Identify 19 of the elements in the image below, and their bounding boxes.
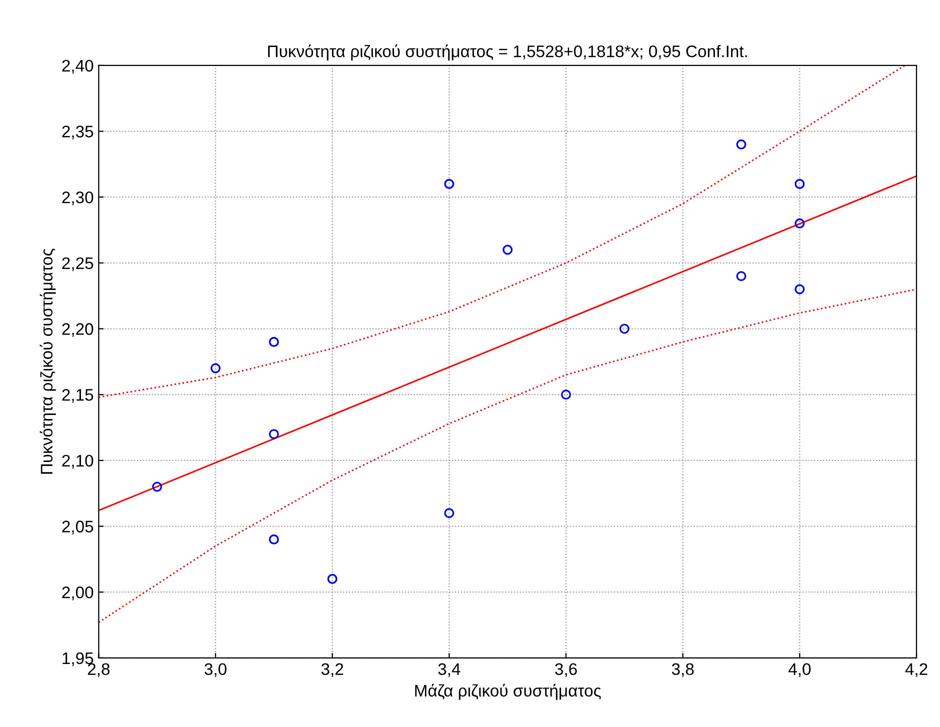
x-tick-label: 4,2 [905, 663, 928, 678]
y-tick-label: 2,20 [62, 323, 94, 337]
y-tick-label: 2,15 [62, 389, 94, 403]
y-tick-label: 2,30 [62, 192, 94, 206]
y-tick-label: 2,10 [62, 454, 94, 469]
y-axis-title: Πυκνότητα ριζικού συστήματος [40, 248, 56, 474]
x-tick-label: 3,4 [438, 663, 460, 678]
y-tick-label: 2,00 [62, 586, 94, 600]
x-tick-label: 4,0 [788, 663, 811, 678]
y-tick-label: 2,40 [62, 60, 94, 74]
y-tick-label: 2,25 [62, 257, 94, 272]
y-tick-label: 2,35 [62, 126, 94, 140]
x-tick-label: 3,6 [555, 663, 577, 678]
y-tick-label: 2,05 [62, 520, 94, 534]
chart-title: Πυκνότητα ριζικού συστήματος = 1,5528+0,1818*x; 0,95 Conf.Int. [268, 44, 747, 61]
x-tick-label: 3,0 [204, 663, 226, 678]
x-tick-label: 3,2 [321, 663, 344, 678]
x-axis-title: Μάζα ριζικού συστήματος [415, 684, 601, 700]
x-tick-label: 3,8 [672, 663, 694, 678]
